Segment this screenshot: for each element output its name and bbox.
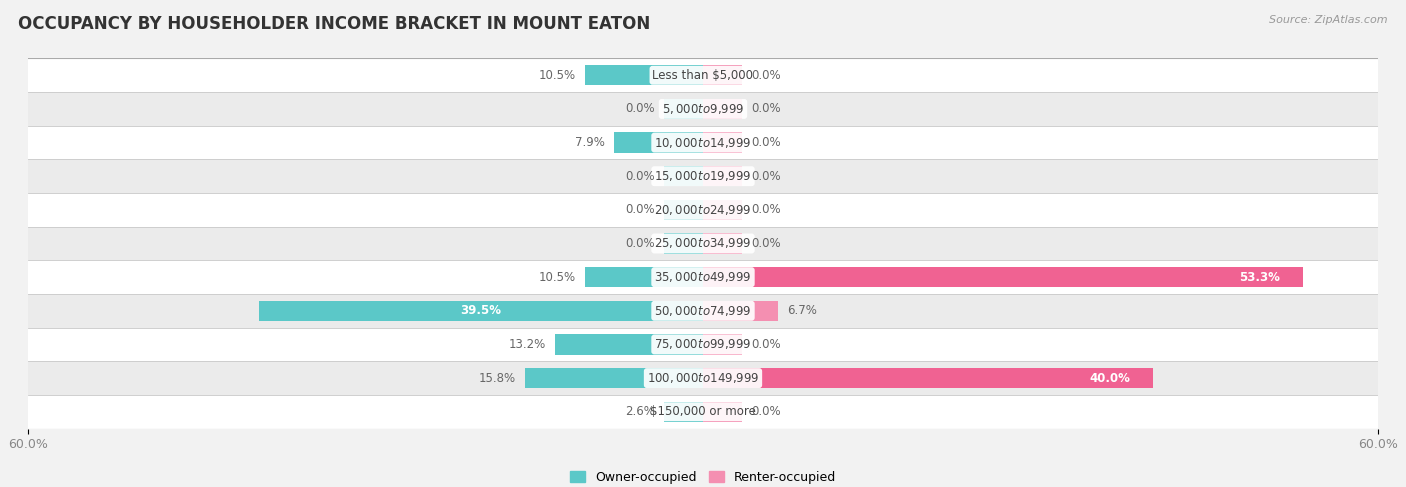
Text: $100,000 to $149,999: $100,000 to $149,999 [647,371,759,385]
Legend: Owner-occupied, Renter-occupied: Owner-occupied, Renter-occupied [565,466,841,487]
Text: $10,000 to $14,999: $10,000 to $14,999 [654,135,752,150]
Bar [664,200,703,220]
Bar [703,402,742,422]
Text: 7.9%: 7.9% [575,136,605,149]
Bar [664,402,703,422]
Text: 40.0%: 40.0% [1090,372,1130,385]
Text: 2.6%: 2.6% [624,405,655,418]
Bar [28,92,1378,126]
Bar [703,99,742,119]
Bar [703,368,1153,388]
Text: $75,000 to $99,999: $75,000 to $99,999 [654,337,752,352]
Text: 0.0%: 0.0% [751,169,780,183]
Bar [28,395,1378,429]
Bar [703,335,742,355]
Text: 0.0%: 0.0% [751,204,780,216]
Bar [28,261,1378,294]
Text: 0.0%: 0.0% [626,102,655,115]
Text: $150,000 or more: $150,000 or more [650,405,756,418]
Bar [664,99,703,119]
Text: 0.0%: 0.0% [751,136,780,149]
Text: 10.5%: 10.5% [538,69,576,82]
Text: 0.0%: 0.0% [751,102,780,115]
Text: 0.0%: 0.0% [751,338,780,351]
Text: 0.0%: 0.0% [626,169,655,183]
Text: 0.0%: 0.0% [626,204,655,216]
Bar [526,368,703,388]
Bar [703,200,742,220]
Text: 15.8%: 15.8% [479,372,516,385]
Bar [703,267,1302,287]
Text: 0.0%: 0.0% [626,237,655,250]
Bar [703,132,742,152]
Bar [664,233,703,254]
Text: $5,000 to $9,999: $5,000 to $9,999 [662,102,744,116]
Bar [703,300,779,321]
Text: $35,000 to $49,999: $35,000 to $49,999 [654,270,752,284]
Text: Less than $5,000: Less than $5,000 [652,69,754,82]
Text: Source: ZipAtlas.com: Source: ZipAtlas.com [1270,15,1388,25]
Text: 6.7%: 6.7% [787,304,817,318]
Bar [28,226,1378,261]
Text: $50,000 to $74,999: $50,000 to $74,999 [654,304,752,318]
Bar [28,294,1378,328]
Bar [614,132,703,152]
Bar [28,361,1378,395]
Text: 39.5%: 39.5% [460,304,502,318]
Bar [259,300,703,321]
Text: 0.0%: 0.0% [751,69,780,82]
Text: $15,000 to $19,999: $15,000 to $19,999 [654,169,752,183]
Bar [703,65,742,85]
Bar [28,159,1378,193]
Bar [28,193,1378,226]
Text: 10.5%: 10.5% [538,271,576,283]
Text: 53.3%: 53.3% [1239,271,1279,283]
Bar [703,166,742,187]
Text: 13.2%: 13.2% [509,338,546,351]
Bar [585,267,703,287]
Bar [585,65,703,85]
Bar [28,328,1378,361]
Bar [703,233,742,254]
Bar [554,335,703,355]
Bar [28,126,1378,159]
Text: $25,000 to $34,999: $25,000 to $34,999 [654,237,752,250]
Bar [664,166,703,187]
Text: $20,000 to $24,999: $20,000 to $24,999 [654,203,752,217]
Text: OCCUPANCY BY HOUSEHOLDER INCOME BRACKET IN MOUNT EATON: OCCUPANCY BY HOUSEHOLDER INCOME BRACKET … [18,15,651,33]
Text: 0.0%: 0.0% [751,237,780,250]
Text: 0.0%: 0.0% [751,405,780,418]
Bar [28,58,1378,92]
